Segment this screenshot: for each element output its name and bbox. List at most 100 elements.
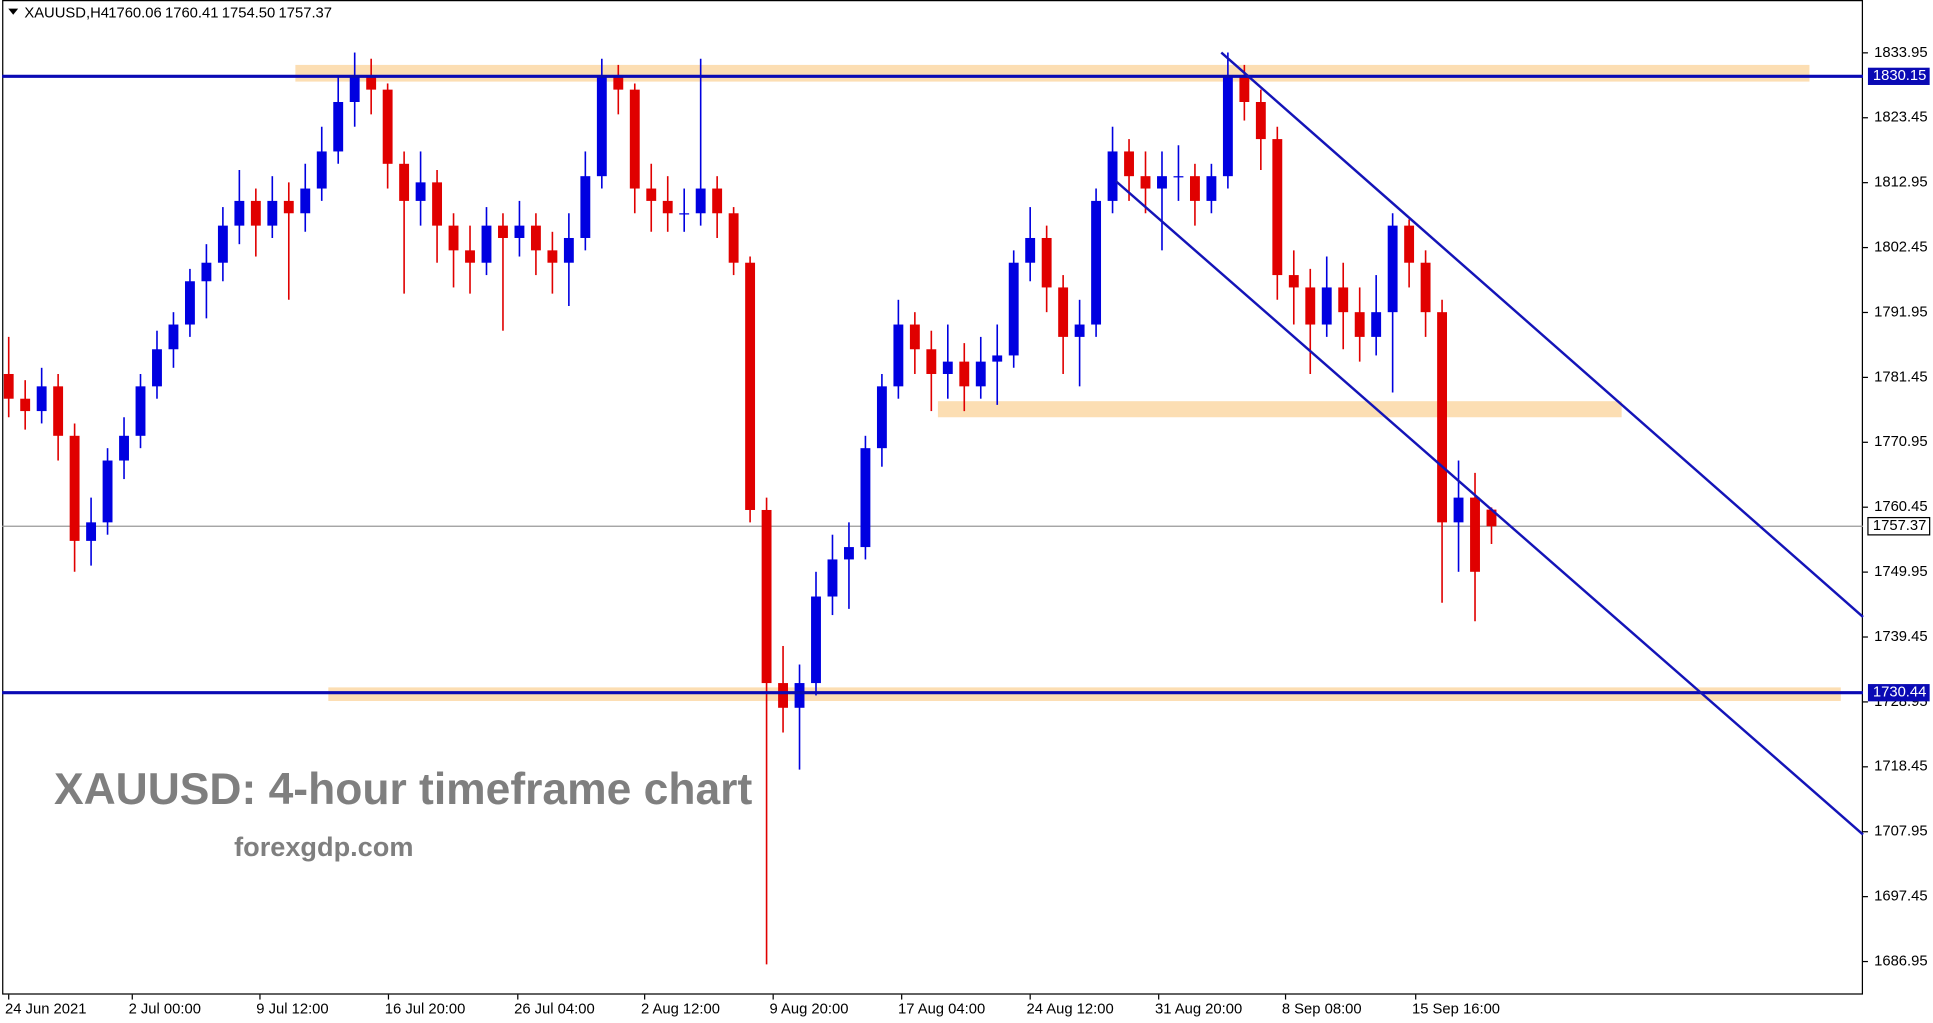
candle-body	[629, 89, 640, 189]
candle-body	[53, 386, 64, 436]
plot-frame	[2, 0, 1864, 995]
candle-body	[1206, 176, 1217, 201]
candle-body	[119, 435, 129, 461]
y-tick-label: 1781.45	[1874, 369, 1928, 385]
candle-body	[498, 225, 508, 238]
candle-body	[893, 324, 904, 387]
candle-body	[942, 361, 953, 374]
x-tick-label: 9 Aug 20:00	[769, 1001, 848, 1017]
candle-body	[778, 683, 788, 708]
candle-body	[1239, 77, 1250, 102]
candle-body	[1420, 262, 1431, 313]
candle-body	[1338, 287, 1349, 313]
y-tick-label: 1802.45	[1874, 239, 1928, 255]
y-tick-label: 1770.95	[1874, 434, 1928, 450]
y-tick-label: 1823.45	[1874, 110, 1928, 126]
candle-body	[1387, 225, 1398, 313]
candle-body	[1107, 151, 1118, 201]
candle-body	[3, 373, 14, 399]
x-tick-label: 31 Aug 20:00	[1155, 1001, 1242, 1017]
candle-body	[761, 509, 772, 684]
symbol: XAUUSD,H4	[24, 5, 109, 21]
x-tick-label: 24 Jun 2021	[5, 1001, 86, 1017]
candle-body	[1222, 77, 1233, 177]
high-value: 1760.41	[165, 5, 219, 21]
candle-body	[662, 200, 673, 214]
candle-body	[432, 182, 443, 226]
current-price-box	[1867, 516, 1931, 536]
candle-body	[481, 225, 492, 263]
candle-body	[959, 361, 970, 387]
candle-body	[1074, 324, 1085, 337]
candle-body	[580, 176, 591, 238]
x-tick-label: 2 Aug 12:00	[641, 1001, 720, 1017]
candle-body	[201, 262, 212, 282]
candle-body	[1058, 287, 1069, 337]
candle-body	[283, 200, 294, 214]
candle-body	[1453, 497, 1464, 523]
candle-body	[168, 324, 179, 350]
candle-body	[300, 188, 311, 214]
candle-body	[382, 89, 393, 164]
candle-body	[349, 77, 360, 102]
support-resistance-zone	[937, 401, 1622, 418]
candle-body	[1404, 225, 1415, 263]
trend-line	[1115, 180, 1864, 836]
x-tick-label: 8 Sep 08:00	[1282, 1001, 1362, 1017]
candle-body	[1025, 237, 1036, 263]
y-tick-label: 1791.95	[1874, 304, 1928, 320]
level-price-box	[1867, 67, 1930, 85]
low-value: 1754.50	[222, 5, 276, 21]
candle-body	[728, 213, 739, 263]
candle-body	[745, 262, 756, 510]
candle-body	[1486, 509, 1497, 527]
candle-body	[679, 213, 690, 215]
candle-body	[1189, 176, 1200, 201]
candle-body	[1124, 151, 1134, 177]
candle-body	[975, 361, 986, 387]
candle-body	[102, 460, 113, 523]
candle-body	[794, 683, 805, 708]
candle-body	[1173, 176, 1184, 178]
candle-body	[217, 225, 228, 263]
candle-body	[250, 200, 261, 226]
y-tick-label: 1686.95	[1874, 953, 1928, 969]
y-tick-label: 1697.45	[1874, 889, 1928, 905]
candle-body	[184, 281, 195, 325]
candle-body	[1091, 200, 1102, 325]
candle-body	[1321, 287, 1332, 325]
candle-body	[1437, 312, 1448, 523]
y-tick-label: 1833.95	[1874, 45, 1928, 61]
y-tick-label: 1812.95	[1874, 175, 1928, 191]
candle-body	[1470, 497, 1480, 572]
annotation-site: forexgdp.com	[234, 831, 413, 862]
candle-body	[695, 188, 706, 214]
x-tick-label: 9 Jul 12:00	[256, 1001, 328, 1017]
candle-body	[530, 225, 541, 251]
candle-body	[1140, 176, 1151, 189]
candle-body	[1371, 312, 1382, 337]
candle-body	[448, 225, 459, 251]
x-tick-label: 16 Jul 20:00	[385, 1001, 466, 1017]
candle-body	[1255, 101, 1266, 140]
y-tick-label: 1707.95	[1874, 824, 1928, 840]
candle-body	[827, 559, 838, 597]
candle-body	[646, 188, 657, 201]
trend-line	[1220, 51, 1864, 618]
menu-arrow	[8, 8, 19, 15]
candle-body	[811, 596, 821, 684]
open-value: 1760.06	[108, 5, 162, 21]
candle-body	[596, 77, 607, 177]
candle-body	[1008, 262, 1019, 356]
x-tick-label: 15 Sep 16:00	[1412, 1001, 1500, 1017]
x-tick-label: 26 Jul 04:00	[514, 1001, 595, 1017]
x-tick-label: 2 Jul 00:00	[129, 1001, 201, 1017]
annotation-title: XAUUSD: 4-hour timeframe chart	[54, 765, 753, 814]
candle-body	[333, 101, 344, 152]
candle-body	[514, 225, 525, 238]
candle-body	[36, 386, 47, 412]
candle-body	[1288, 275, 1299, 288]
candle-body	[366, 77, 377, 90]
candle-body	[563, 237, 574, 263]
